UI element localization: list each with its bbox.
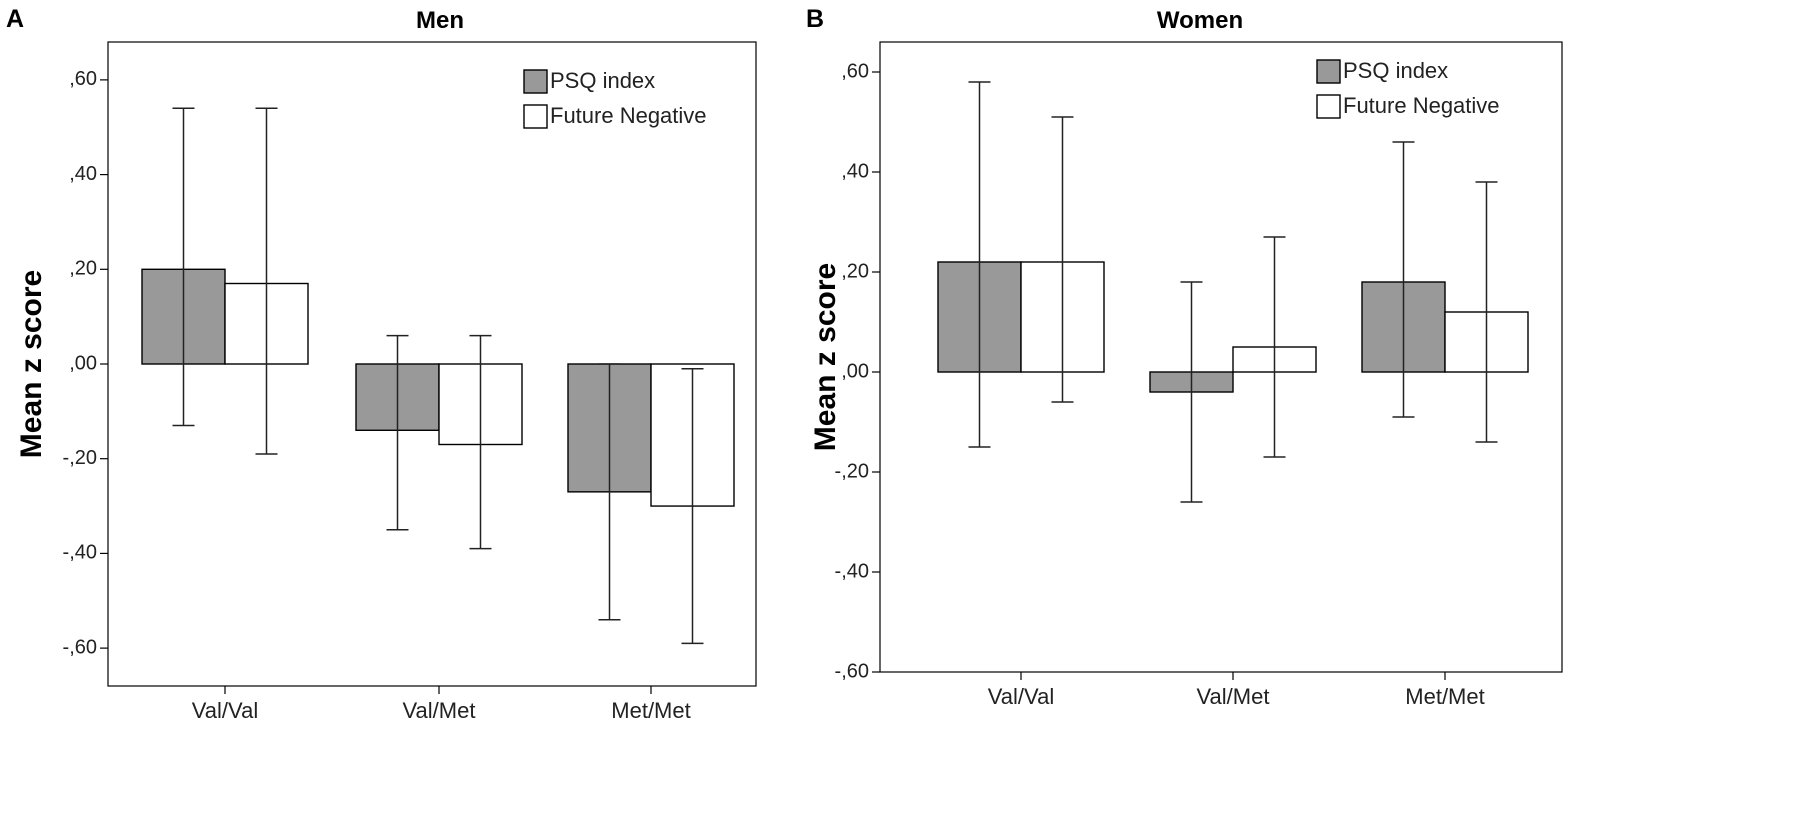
y-tick-label: ,60 [69,68,97,90]
legend-label: PSQ index [550,68,655,93]
panel-letter: B [806,5,824,33]
x-tick-label: Val/Met [403,698,476,723]
legend-swatch [523,104,548,129]
y-tick-label: -,40 [835,560,869,582]
series-future-negative [1020,116,1529,458]
panel-letter: A [6,5,24,33]
y-tick-label: ,40 [841,160,869,182]
series-psq-index [937,81,1446,503]
x-tick-label: Met/Met [1405,684,1484,709]
men-chart-panel: A Men Mean z score ,60 ,40 ,20 ,00 -,20 -,40 -,60… [6,5,757,723]
y-tick-label: ,00 [69,352,97,374]
legend: PSQ index Future Negative [523,68,707,129]
y-tick-label: ,20 [69,258,97,280]
y-tick-label: -,40 [63,542,97,564]
series-future-negative [224,107,735,645]
x-tick-label: Val/Val [192,698,258,723]
legend: PSQ index Future Negative [1316,58,1500,119]
x-tick-label: Val/Val [988,684,1054,709]
chart-title: Women [1157,7,1243,34]
x-tick-label: Met/Met [611,698,690,723]
chart-title: Men [416,7,464,34]
legend-label: Future Negative [550,103,707,128]
y-tick-label: ,00 [841,360,869,382]
y-tick-label: -,60 [63,636,97,658]
plot-frame [879,41,1563,673]
y-tick-label: ,20 [841,260,869,282]
y-tick-label: -,60 [835,660,869,682]
legend-swatch [1316,94,1341,119]
y-tick-label: -,20 [63,447,97,469]
women-chart-panel: B Women Mean z score ,60 ,40 ,20 ,00 -,20 -,40 -,… [806,5,1563,709]
x-tick-label: Val/Met [1197,684,1270,709]
y-tick-label: ,60 [841,60,869,82]
legend-label: Future Negative [1343,93,1500,118]
y-tick-label: ,40 [69,163,97,185]
legend-swatch [523,69,548,94]
legend-swatch [1316,59,1341,84]
y-axis-label: Mean z score [809,263,842,451]
y-axis-label: Mean z score [15,270,48,458]
legend-label: PSQ index [1343,58,1448,83]
y-tick-label: -,20 [835,460,869,482]
series-psq-index [141,107,652,621]
